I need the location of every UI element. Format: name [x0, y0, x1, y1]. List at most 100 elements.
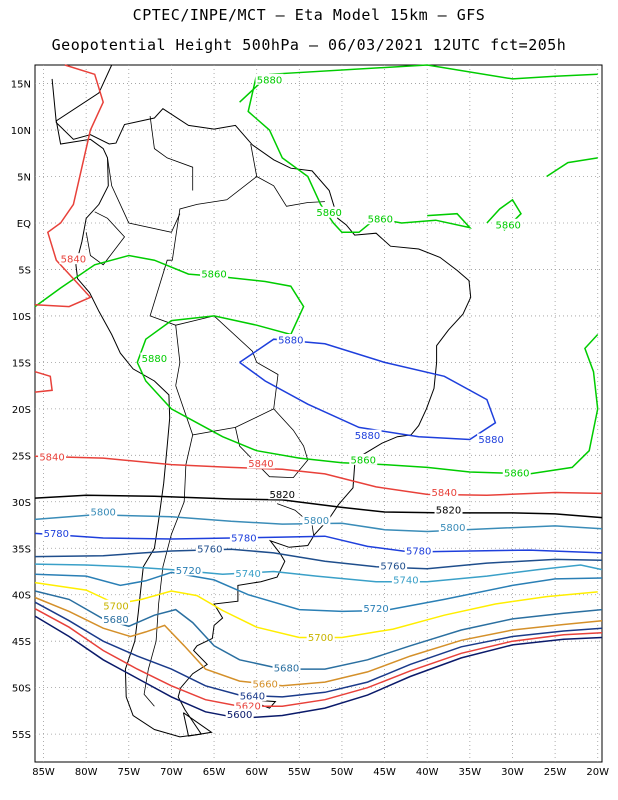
contour-label-5820: 5820: [434, 504, 463, 517]
contour-label-text: 5860: [368, 215, 393, 226]
country-border: [256, 176, 325, 207]
country-border: [149, 143, 258, 386]
contour-label-5780: 5780: [229, 531, 258, 544]
contour-label-bg: [302, 514, 331, 526]
contour-label-bg: [42, 527, 71, 539]
contour-label-5860: 5860: [366, 213, 395, 226]
contour-label-text: 5700: [308, 633, 333, 644]
contour-label-text: 5780: [44, 529, 69, 540]
contour-label-5860: 5860: [315, 206, 344, 219]
contour-label-bg: [251, 677, 280, 689]
lon-tick-label: 70W: [160, 767, 183, 778]
contour-label-text: 5800: [440, 523, 465, 534]
contour-label-text: 5620: [235, 702, 260, 713]
lon-tick-label: 45W: [373, 767, 396, 778]
contour-label-text: 5880: [478, 435, 503, 446]
contour-label-bg: [502, 466, 531, 478]
contour-label-5720: 5720: [362, 602, 391, 615]
contour-label-text: 5840: [432, 488, 457, 499]
contour-label-text: 5740: [235, 569, 260, 580]
lon-tick-label: 75W: [117, 767, 140, 778]
title-line-1: CPTEC/INPE/MCT — Eta Model 15km — GFS: [132, 6, 486, 24]
contour-label-text: 5720: [363, 604, 388, 615]
country-border: [107, 157, 181, 233]
contour-label-5840: 5840: [59, 253, 88, 266]
contour-label-bg: [89, 505, 118, 517]
contour-label-5840: 5840: [38, 451, 67, 464]
contour-label-bg: [379, 559, 408, 571]
lat-tick-label: 20S: [12, 405, 31, 416]
lat-tick-label: 25S: [12, 451, 31, 462]
lat-tick-label: 45S: [12, 637, 31, 648]
contour-label-bg: [362, 602, 391, 614]
contour-label-5860: 5860: [200, 268, 229, 281]
contour-label-5720: 5720: [174, 564, 203, 577]
lon-tick-label: 55W: [288, 767, 311, 778]
continent-coastline: [51, 64, 472, 738]
contour-label-5880: 5880: [255, 73, 284, 86]
lat-tick-label: EQ: [17, 219, 31, 230]
contour-label-5880: 5880: [276, 334, 305, 347]
contour-label-5860: 5860: [502, 466, 531, 479]
contour-label-bg: [315, 206, 344, 218]
contour-label-5880: 5880: [353, 429, 382, 442]
contour-label-text: 5640: [240, 691, 265, 702]
contour-label-5800: 5800: [438, 521, 467, 534]
contour-label-text: 5880: [355, 431, 380, 442]
lat-tick-label: 40S: [12, 591, 31, 602]
contour-label-5880: 5880: [477, 433, 506, 446]
contour-label-text: 5860: [504, 468, 529, 479]
lon-tick-label: 65W: [203, 767, 226, 778]
contour-label-bg: [255, 73, 284, 85]
contour-label-5780: 5780: [42, 527, 71, 540]
contour-label-5800: 5800: [89, 505, 118, 518]
lon-tick-label: 50W: [331, 767, 354, 778]
contour-label-text: 5740: [393, 575, 418, 586]
contour-label-bg: [391, 573, 420, 585]
lon-tick-label: 20W: [586, 767, 609, 778]
contour-label-text: 5820: [270, 490, 295, 501]
contour-5820: [34, 494, 603, 519]
graticule: [35, 65, 602, 762]
country-border: [149, 116, 194, 191]
contour-label-5860: 5860: [494, 218, 523, 231]
contour-labels: 5880 5860 5860 5860 5860 5880 5860 5860 5840 5880…: [38, 73, 531, 721]
contour-5860: [247, 74, 472, 234]
lat-tick-label: 5S: [18, 265, 31, 276]
contour-label-bg: [430, 486, 459, 498]
lat-tick-label: 15N: [11, 80, 31, 91]
lon-tick-label: 35W: [459, 767, 482, 778]
contour-label-5740: 5740: [391, 573, 420, 586]
contour-5840: [34, 455, 603, 497]
contour-label-bg: [494, 218, 523, 230]
contour-label-bg: [174, 564, 203, 576]
contour-label-5700: 5700: [102, 599, 130, 612]
contour-label-bg: [229, 531, 258, 543]
contour-label-text: 5820: [436, 506, 461, 517]
contour-label-5800: 5800: [302, 514, 331, 527]
contour-label-text: 5880: [278, 336, 303, 347]
contour-label-5760: 5760: [195, 543, 224, 556]
contour-label-text: 5860: [351, 455, 376, 466]
contour-label-text: 5760: [197, 545, 222, 556]
lon-tick-label: 60W: [245, 767, 268, 778]
contour-label-5660: 5660: [251, 677, 280, 690]
contour-label-5620: 5620: [234, 700, 263, 713]
contour-label-bg: [349, 453, 378, 465]
lon-tick-label: 85W: [32, 767, 55, 778]
lon-tick-label: 25W: [544, 767, 567, 778]
contour-5860: [34, 254, 599, 475]
contour-5800: [34, 514, 603, 533]
contour-5740: [34, 563, 603, 583]
contour-label-bg: [353, 429, 382, 441]
contour-5660: [34, 596, 603, 687]
contour-label-5780: 5780: [404, 544, 433, 557]
contour-label-5820: 5820: [268, 488, 297, 501]
contour-label-text: 5660: [252, 679, 277, 690]
contour-label-bg: [102, 613, 130, 625]
contour-label-5880: 5880: [140, 352, 169, 365]
contour-label-bg: [238, 689, 267, 701]
contour-label-text: 5880: [142, 354, 167, 365]
contour-label-bg: [195, 543, 224, 555]
contour-5640: [34, 601, 603, 698]
